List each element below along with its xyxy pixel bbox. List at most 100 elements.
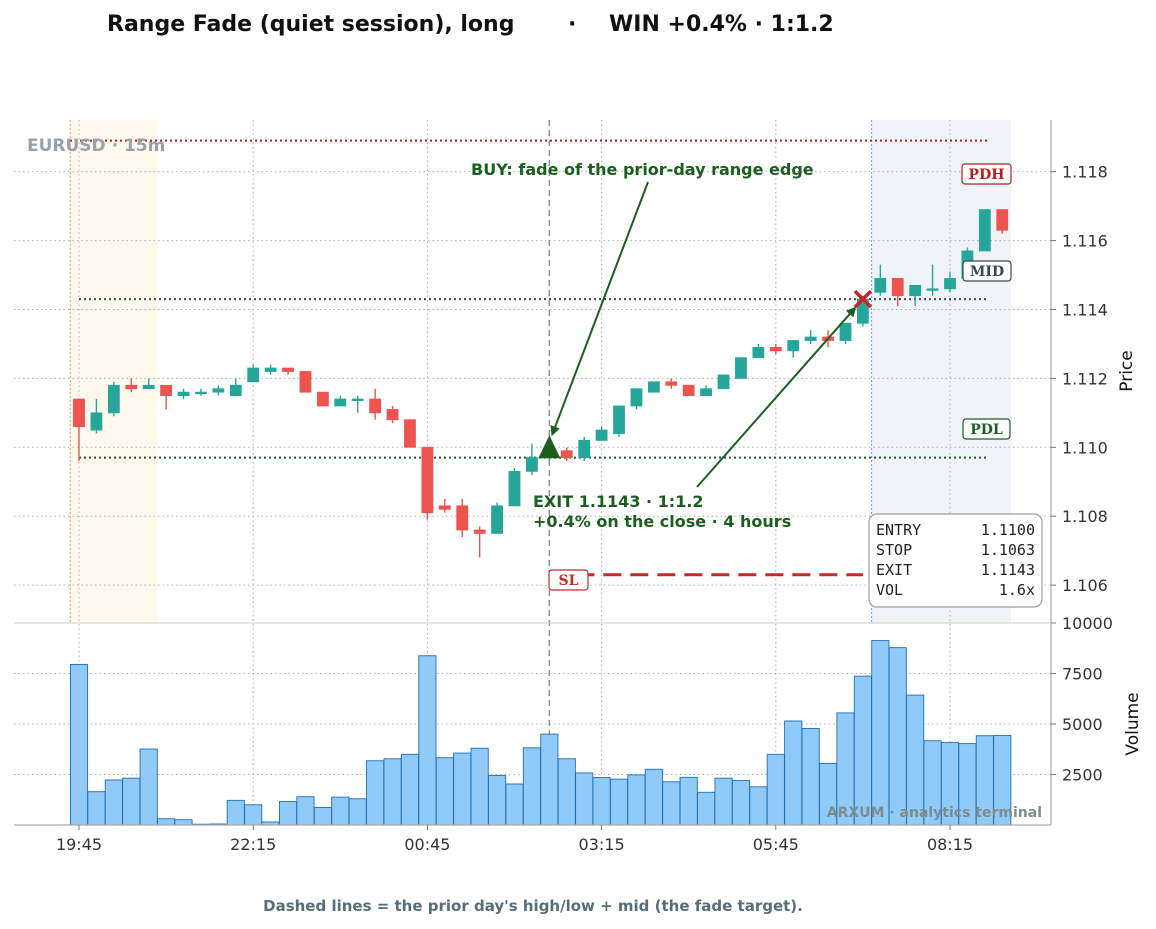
volume-bar bbox=[278, 801, 298, 826]
volume-bar bbox=[871, 640, 890, 826]
volume-bar bbox=[122, 777, 141, 826]
price-tick-label: 1.112 bbox=[1062, 369, 1108, 388]
volume-bar bbox=[627, 774, 646, 826]
candle-body-bull bbox=[351, 398, 364, 401]
volume-bar bbox=[470, 747, 489, 826]
time-tick-label: 03:15 bbox=[579, 835, 625, 854]
volume-bar bbox=[348, 798, 367, 826]
exit-annotation-line1: EXIT 1.1143 · 1:1.2 bbox=[533, 492, 704, 511]
info-stop-value: 1.1063 bbox=[981, 541, 1035, 559]
candle-body-bull bbox=[909, 284, 922, 297]
volume-bar bbox=[174, 819, 193, 826]
candle-body-bull bbox=[526, 457, 538, 472]
candle-body-bear bbox=[404, 419, 416, 448]
candle-body-bull bbox=[264, 367, 277, 372]
volume-bar bbox=[383, 758, 402, 826]
price-tick-label: 1.108 bbox=[1062, 507, 1108, 526]
volume-bar bbox=[662, 781, 681, 826]
volume-bar bbox=[104, 779, 123, 826]
sl-tag-label: SL bbox=[559, 573, 579, 589]
volume-bar bbox=[505, 783, 524, 826]
volume-bar bbox=[731, 780, 751, 826]
volume-bar bbox=[697, 791, 716, 826]
price-tick-label: 1.114 bbox=[1062, 300, 1108, 319]
candle-body-bear bbox=[421, 446, 434, 514]
price-tick-label: 1.118 bbox=[1062, 163, 1108, 182]
time-tick-label: 00:45 bbox=[404, 835, 450, 854]
volume-bar bbox=[784, 720, 803, 826]
entry-marker bbox=[538, 435, 561, 459]
candle-body-bull bbox=[578, 440, 591, 459]
candle-body-bull bbox=[177, 391, 190, 397]
volume-bar bbox=[244, 804, 263, 826]
candle-body-bull bbox=[839, 322, 852, 341]
volume-bar bbox=[766, 753, 785, 826]
candle-body-bull bbox=[630, 388, 643, 407]
volume-bar bbox=[418, 655, 437, 826]
volume-bar bbox=[609, 778, 629, 826]
volume-bar bbox=[69, 663, 89, 826]
candle-body-bear bbox=[282, 367, 294, 372]
candle-body-bull bbox=[804, 336, 817, 341]
candle-body-bear bbox=[473, 529, 486, 534]
volume-bar bbox=[435, 757, 454, 826]
volume-bar bbox=[888, 647, 907, 826]
volume-bar bbox=[714, 777, 733, 826]
exit-arrow bbox=[696, 306, 857, 488]
info-vol-value: 1.6x bbox=[999, 581, 1035, 599]
price-axis-title: Price bbox=[1117, 350, 1137, 391]
time-tick-label: 19:45 bbox=[56, 835, 102, 854]
candle-body-bear bbox=[316, 391, 329, 407]
volume-bar bbox=[853, 675, 872, 826]
price-tick-label: 1.110 bbox=[1062, 438, 1108, 457]
exit-marker-stroke bbox=[853, 289, 873, 309]
volume-bar bbox=[540, 733, 559, 826]
candle-body-bear bbox=[891, 278, 904, 297]
volume-bar bbox=[749, 786, 768, 826]
exit-annotation-line2: +0.4% on the close · 4 hours bbox=[533, 512, 791, 531]
footer-caption: Dashed lines = the prior day's high/low … bbox=[263, 897, 803, 915]
candle-body-bear bbox=[125, 384, 138, 390]
candle-body-bull bbox=[212, 388, 225, 393]
price-tick-label: 1.116 bbox=[1062, 232, 1108, 251]
chart-title-right: WIN +0.4% · 1:1.2 bbox=[609, 12, 834, 37]
candle-body-bull bbox=[334, 398, 347, 407]
volume-bar bbox=[801, 727, 820, 826]
candle-body-bear bbox=[665, 381, 678, 386]
candle-body-bull bbox=[90, 412, 103, 431]
candle-body-bull bbox=[508, 471, 521, 507]
time-tick-label: 05:45 bbox=[753, 835, 799, 854]
candle-body-bull bbox=[142, 384, 155, 390]
candle-body-bull bbox=[926, 288, 939, 291]
price-tick-label: 1.106 bbox=[1062, 576, 1108, 595]
time-tick-label: 22:15 bbox=[230, 835, 276, 854]
candle-body-bear bbox=[160, 384, 173, 397]
annotations-layer bbox=[538, 181, 873, 488]
pdl-tag: PDL bbox=[962, 418, 1011, 440]
levels-layer bbox=[70, 120, 987, 825]
candle-body-bull bbox=[978, 209, 991, 252]
volume-tick-label: 5000 bbox=[1062, 715, 1103, 734]
candle-body-bull bbox=[229, 384, 242, 397]
candle-body-bull bbox=[700, 388, 713, 397]
candle-body-bull bbox=[647, 381, 660, 393]
volume-bar bbox=[157, 818, 176, 826]
chart-title-left: Range Fade (quiet session), long bbox=[107, 12, 514, 37]
mid-tag: MID bbox=[962, 260, 1012, 282]
volume-bar bbox=[488, 775, 507, 826]
buy-annotation: BUY: fade of the prior-day range edge bbox=[471, 160, 814, 179]
pdh-tag-label: PDH bbox=[969, 167, 1005, 183]
volume-bar bbox=[522, 747, 541, 826]
axes-layer: 1.106 1.108 1.110 1.112 1.114 1.116 1.118 2500 5… bbox=[14, 120, 1113, 854]
volume-bar bbox=[644, 768, 663, 826]
pdl-tag-label: PDL bbox=[970, 422, 1003, 438]
candle-body-bull bbox=[735, 357, 747, 379]
volume-bar bbox=[366, 760, 385, 826]
candle-body-bear bbox=[73, 398, 85, 428]
candle-body-bull bbox=[195, 391, 207, 395]
volume-bar bbox=[400, 753, 420, 826]
volume-bars bbox=[69, 640, 1012, 826]
candle-body-bear bbox=[386, 408, 399, 421]
volume-bar bbox=[679, 776, 698, 826]
